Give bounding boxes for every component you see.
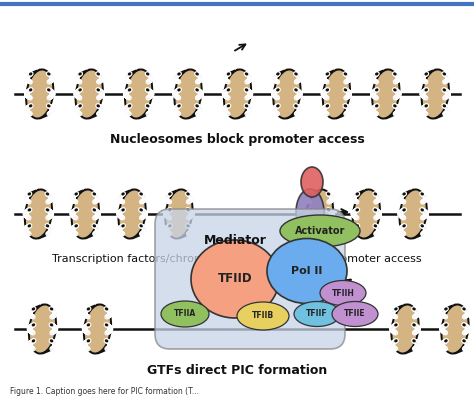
Ellipse shape: [273, 69, 301, 118]
Ellipse shape: [29, 305, 56, 354]
Text: TFIIB: TFIIB: [252, 311, 274, 320]
Ellipse shape: [118, 189, 146, 238]
Text: GTFs direct PIC formation: GTFs direct PIC formation: [147, 364, 327, 377]
Ellipse shape: [353, 189, 380, 238]
FancyBboxPatch shape: [155, 209, 345, 349]
Ellipse shape: [294, 301, 340, 326]
Ellipse shape: [267, 238, 347, 303]
Text: Mediator: Mediator: [203, 234, 266, 248]
Ellipse shape: [332, 301, 378, 326]
Ellipse shape: [306, 189, 333, 238]
Text: TFIIH: TFIIH: [331, 288, 355, 297]
Ellipse shape: [422, 69, 449, 118]
Ellipse shape: [323, 69, 350, 118]
Ellipse shape: [441, 305, 469, 354]
Ellipse shape: [301, 167, 323, 197]
Text: Nucleosomes block promoter access: Nucleosomes block promoter access: [109, 133, 365, 145]
Ellipse shape: [400, 189, 427, 238]
Ellipse shape: [174, 69, 201, 118]
Ellipse shape: [237, 302, 289, 330]
Ellipse shape: [161, 301, 209, 327]
Ellipse shape: [296, 189, 324, 235]
Ellipse shape: [72, 189, 99, 238]
Ellipse shape: [75, 69, 103, 118]
Ellipse shape: [320, 280, 366, 305]
Text: TFIID: TFIID: [218, 273, 252, 286]
Ellipse shape: [165, 189, 192, 238]
Ellipse shape: [372, 69, 400, 118]
Ellipse shape: [280, 215, 360, 247]
Ellipse shape: [26, 69, 54, 118]
Ellipse shape: [125, 69, 152, 118]
Text: TFIIA: TFIIA: [174, 309, 196, 318]
Text: Transcription factors/chromatin remodelers allow promoter access: Transcription factors/chromatin remodele…: [52, 254, 422, 264]
Ellipse shape: [392, 305, 419, 354]
Text: Activator: Activator: [295, 226, 345, 236]
Ellipse shape: [84, 305, 111, 354]
Text: Pol II: Pol II: [292, 266, 323, 276]
Ellipse shape: [191, 240, 279, 318]
Text: TFIIE: TFIIE: [344, 309, 366, 318]
Text: Figure 1. Caption goes here for PIC formation (T...: Figure 1. Caption goes here for PIC form…: [10, 387, 199, 396]
Text: TFIIF: TFIIF: [306, 309, 328, 318]
Ellipse shape: [224, 69, 251, 118]
Ellipse shape: [25, 189, 52, 238]
